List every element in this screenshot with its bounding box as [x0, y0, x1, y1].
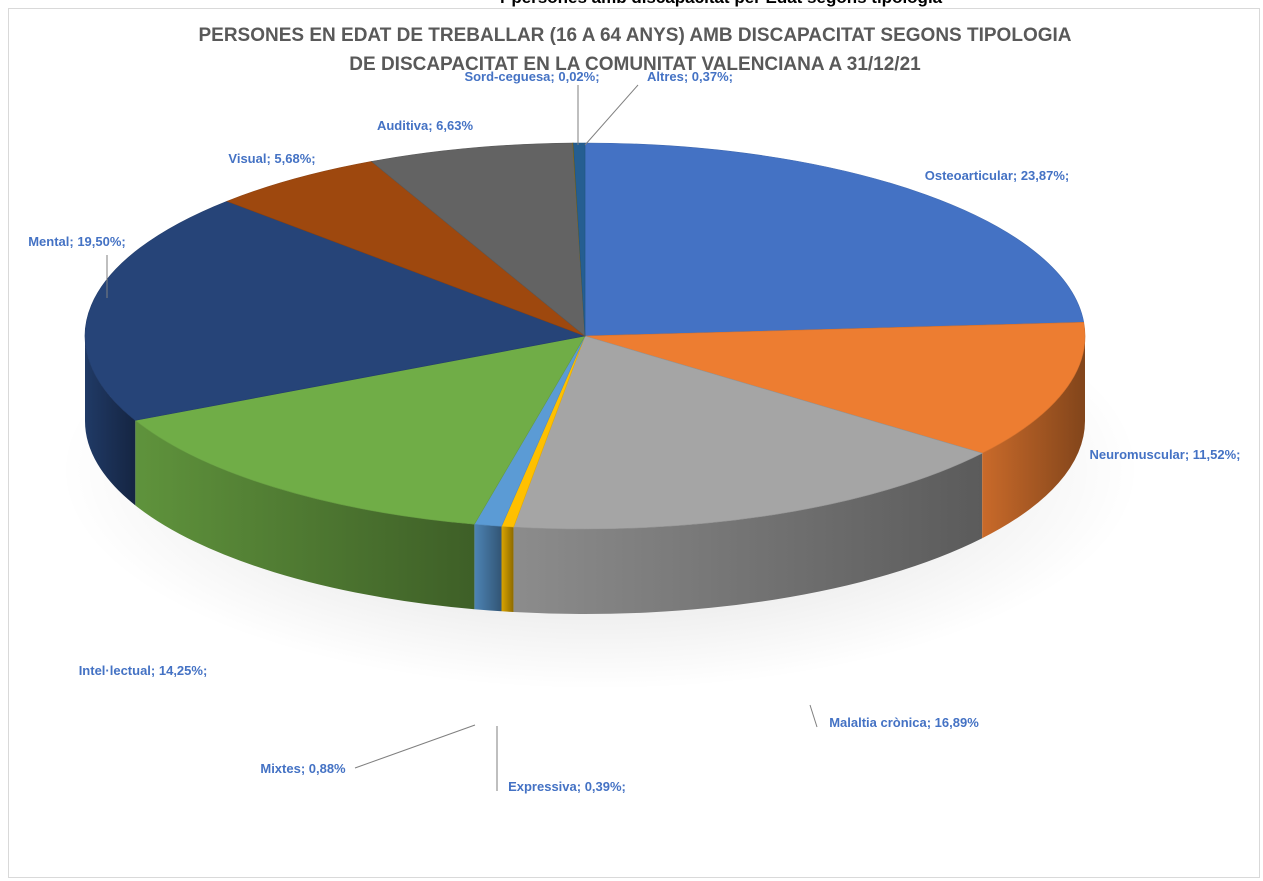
data-label-sord-ceguesa: Sord-ceguesa; 0,02%;: [464, 69, 599, 84]
pie-slice-side-expressiva: [501, 526, 514, 613]
pie-slice-malaltia-cronica[interactable]: [513, 335, 983, 530]
pie-slice-side-intel-lectual: [135, 420, 475, 610]
pie-slice-osteoarticular[interactable]: [584, 142, 1085, 337]
data-label-intel-lectual: Intel·lectual; 14,25%;: [79, 663, 208, 678]
data-label-auditiva: Auditiva; 6,63%: [377, 118, 474, 133]
pie-slice-altres[interactable]: [573, 142, 586, 337]
data-label-expressiva: Expressiva; 0,39%;: [508, 779, 626, 794]
data-label-mixtes: Mixtes; 0,88%: [260, 761, 346, 776]
chart-title-line-2: DE DISCAPACITAT EN LA COMUNITAT VALENCIA…: [349, 54, 921, 75]
pie-slice-side-mental: [85, 336, 136, 506]
pie-slice-side-neuromuscular: [982, 336, 1085, 539]
data-label-altres: Altres; 0,37%;: [647, 69, 733, 84]
chart-title: PERSONES EN EDAT DE TREBALLAR (16 A 64 A…: [9, 21, 1261, 79]
pie-slice-side-mixtes: [474, 524, 502, 612]
leader-line-altres: [584, 84, 639, 146]
chart-title-line-1: PERSONES EN EDAT DE TREBALLAR (16 A 64 A…: [198, 25, 1072, 46]
leader-line-malaltia-cronica: [809, 704, 818, 728]
data-label-malaltia-cronica: Malaltia crònica; 16,89%: [829, 715, 979, 730]
top-banner-text: r persones amb discapacitat per Edat seg…: [0, 0, 1263, 8]
pie-slice-neuromuscular[interactable]: [584, 322, 1086, 454]
pie-slice-auditiva[interactable]: [370, 142, 586, 337]
pie-slice-side-malaltia-cronica: [513, 453, 983, 614]
pie-slice-visual[interactable]: [226, 161, 586, 337]
pie-slice-intel-lectual[interactable]: [134, 335, 586, 525]
leader-line-mixtes: [354, 724, 476, 769]
pie-slice-mental[interactable]: [84, 200, 587, 421]
data-label-neuromuscular: Neuromuscular; 11,52%;: [1089, 447, 1240, 462]
data-label-mental: Mental; 19,50%;: [28, 234, 126, 249]
data-label-osteoarticular: Osteoarticular; 23,87%;: [925, 168, 1070, 183]
data-label-visual: Visual; 5,68%;: [228, 151, 315, 166]
